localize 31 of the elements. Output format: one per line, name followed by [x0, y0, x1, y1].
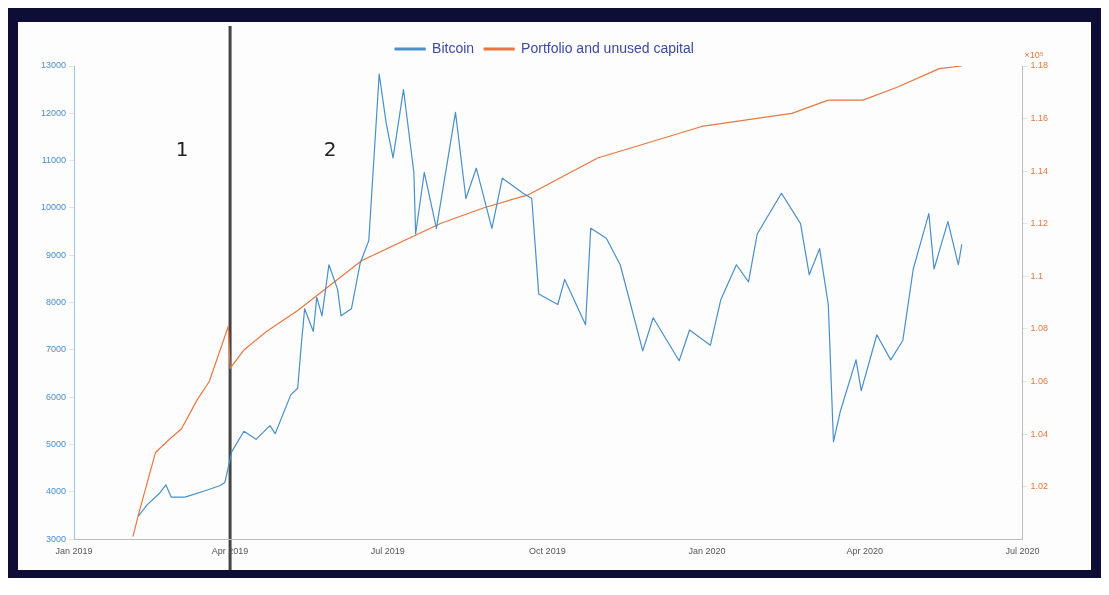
- y2-tick-label: 1.08: [1030, 323, 1049, 334]
- y-tick-label: 12000: [41, 107, 67, 118]
- y2-tick-label: 1.12: [1030, 218, 1049, 229]
- y2-tick-label: 1.1: [1030, 270, 1043, 281]
- y-tick-label: 8000: [46, 297, 67, 308]
- y2-tick-label: 1.14: [1030, 165, 1049, 176]
- y2-tick-label: 1.04: [1030, 428, 1049, 439]
- y2-tick-label: 1.06: [1030, 375, 1049, 386]
- y-tick-label: 9000: [46, 249, 67, 260]
- x-tick-label: Oct 2019: [529, 546, 566, 557]
- y-tick-label: 5000: [46, 439, 67, 450]
- y-tick-label: 6000: [46, 391, 67, 402]
- y-tick-label: 7000: [46, 344, 67, 355]
- y2-tick-label: 1.02: [1030, 481, 1049, 492]
- y-tick-label: 4000: [46, 486, 67, 497]
- y2-axis-title: ×10⁵: [1024, 50, 1044, 61]
- annotation: 1: [175, 137, 189, 162]
- y-tick-label: 13000: [41, 60, 67, 71]
- x-tick-label: Jan 2020: [688, 546, 726, 557]
- x-tick-label: Jul 2019: [370, 546, 405, 557]
- y-tick-label: 3000: [46, 533, 67, 544]
- x-tick-label: Apr 2020: [846, 546, 883, 557]
- x-tick-label: Jan 2019: [55, 546, 93, 557]
- y-tick-label: 10000: [41, 202, 67, 213]
- y2-tick-label: 1.16: [1030, 113, 1049, 124]
- legend-label: Bitcoin: [432, 39, 475, 56]
- y-tick-label: 11000: [41, 155, 67, 166]
- y2-tick-label: 1.18: [1030, 60, 1049, 71]
- x-tick-label: Jul 2020: [1005, 546, 1040, 557]
- annotation: 2: [323, 137, 337, 162]
- legend-label: Portfolio and unused capital: [521, 39, 694, 56]
